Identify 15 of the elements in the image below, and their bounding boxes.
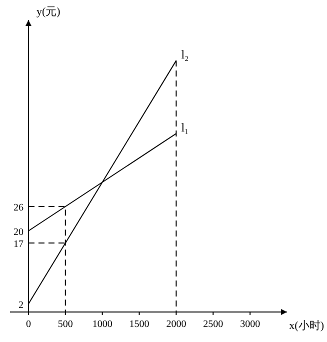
- x-tick-label: 3000: [240, 319, 260, 330]
- x-tick-label: 0: [26, 319, 31, 330]
- x-tick-label: 2000: [166, 319, 186, 330]
- x-tick-label: 2500: [203, 319, 224, 330]
- x-tick-label: 1000: [92, 319, 112, 330]
- y-tick-label: 20: [13, 226, 24, 238]
- series-label: l₁: [181, 120, 189, 135]
- series-label: l₂: [181, 48, 189, 62]
- y-axis-title: y(元): [36, 6, 61, 18]
- y-tick-label: 26: [13, 202, 24, 214]
- y-tick-label: 17: [13, 239, 24, 250]
- x-axis-title: x(小时): [289, 319, 324, 332]
- x-tick-label: 1500: [129, 319, 150, 330]
- x-tick-label: 500: [58, 319, 73, 330]
- y-tick-label: 2: [18, 300, 24, 311]
